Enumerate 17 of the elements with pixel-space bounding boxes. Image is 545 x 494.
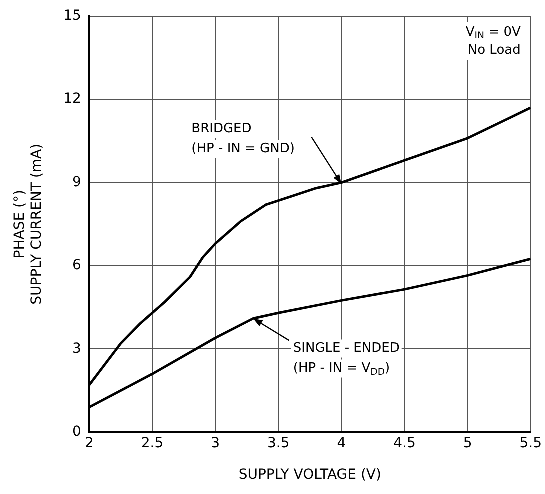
y-tick-label: 0 bbox=[72, 424, 82, 440]
y-tick-label: 3 bbox=[72, 340, 82, 357]
x-tick-label: 3.5 bbox=[267, 435, 290, 452]
x-tick-label: 5 bbox=[463, 435, 472, 452]
x-tick-label: 4 bbox=[337, 435, 346, 452]
x-axis-title: SUPPLY VOLTAGE (V) bbox=[238, 467, 382, 484]
x-tick-label: 2 bbox=[84, 435, 94, 452]
x-tick-label: 5.5 bbox=[520, 435, 542, 452]
y-axis-title: PHASE (°) SUPPLY CURRENT (mA) bbox=[12, 144, 45, 305]
x-tick-label: 2.5 bbox=[141, 435, 164, 452]
annotation: BRIDGED (HP - IN = GND) bbox=[192, 122, 295, 157]
y-tick-label: 12 bbox=[64, 91, 82, 108]
x-tick-label: 3 bbox=[211, 435, 220, 452]
x-tick-label: 4.5 bbox=[394, 435, 416, 452]
y-tick-label: 9 bbox=[72, 174, 82, 190]
y-tick-label: 15 bbox=[64, 8, 82, 24]
y-tick-label: 6 bbox=[72, 258, 82, 274]
